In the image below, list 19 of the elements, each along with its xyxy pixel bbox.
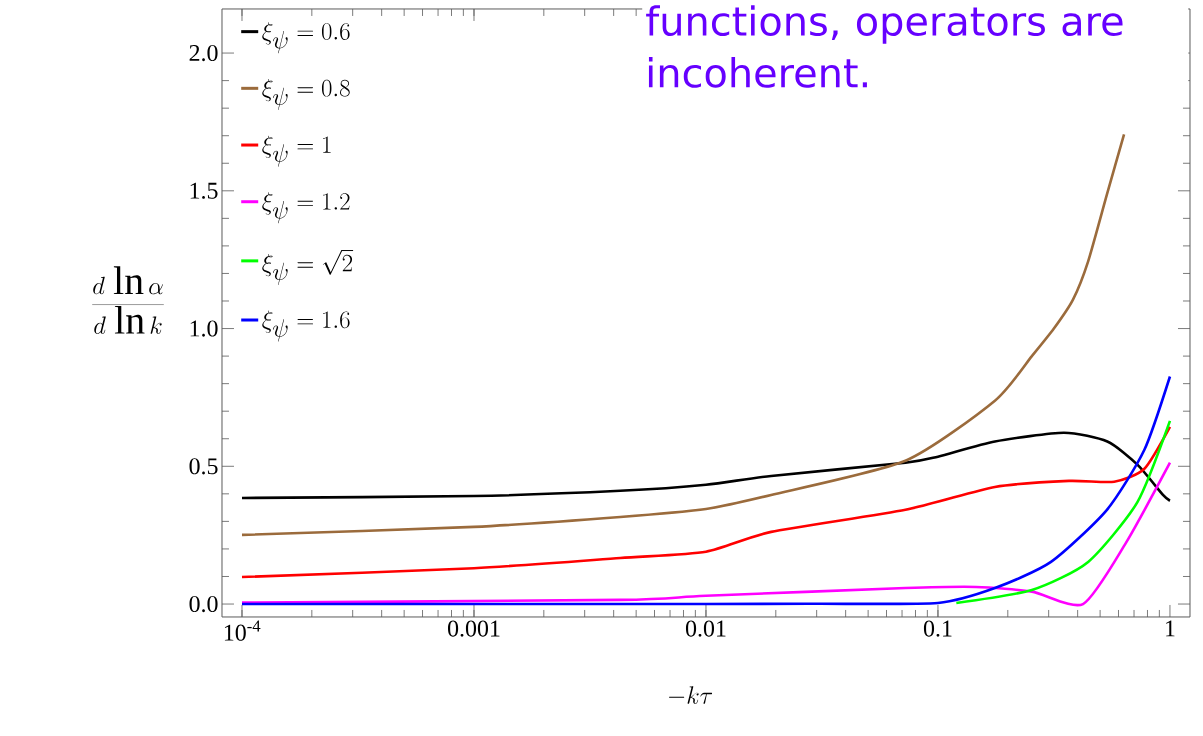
y-tick-label: 0.5 bbox=[189, 458, 218, 475]
legend-label: $\xi_{\psi}=1.2$ bbox=[262, 192, 350, 224]
x-tick-label: 0.01 bbox=[685, 620, 726, 637]
legend-label: $\xi_{\psi}=1$ bbox=[262, 135, 331, 167]
y-tick-label: 0.0 bbox=[189, 595, 218, 613]
annotation: functions, operators are incoherent. bbox=[646, 5, 1123, 88]
legend-label: $\xi_{\psi}=1.6$ bbox=[262, 310, 350, 342]
y-tick-label: 1.0 bbox=[190, 320, 218, 337]
y-tick-label: 2.0 bbox=[189, 44, 218, 62]
legend-label: $\xi_{\psi}=0.6$ bbox=[262, 22, 350, 54]
x-tick-label: 1 bbox=[1166, 620, 1175, 637]
x-tick-label: 0.1 bbox=[923, 620, 952, 637]
legend-label: $\xi_{\psi}=\sqrt{2}$ bbox=[262, 250, 354, 285]
x-tick-label: 0.001 bbox=[447, 620, 500, 637]
x-axis-title: $-k\tau$ bbox=[669, 686, 713, 704]
legend-label: $\xi_{\psi}=0.8$ bbox=[262, 78, 350, 110]
x-tick-label: 10$^{-4}$ bbox=[224, 620, 261, 641]
y-tick-label: 1.5 bbox=[190, 182, 218, 199]
y-axis-title: $\frac{d\,\ln\alpha}{d\,\ln k}$ bbox=[92, 266, 164, 334]
